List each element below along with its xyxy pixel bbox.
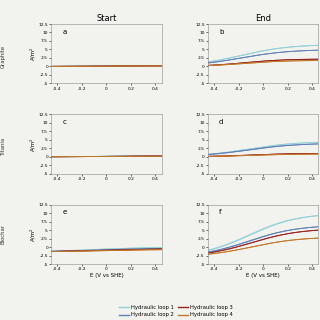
Text: Titania: Titania: [1, 137, 6, 155]
Text: Biochar: Biochar: [1, 224, 6, 244]
X-axis label: E (V vs SHE): E (V vs SHE): [90, 273, 123, 278]
Title: End: End: [255, 14, 271, 23]
Y-axis label: A/m²: A/m²: [30, 137, 36, 151]
Text: b: b: [219, 29, 223, 35]
Text: d: d: [219, 119, 223, 125]
Y-axis label: A/m²: A/m²: [30, 47, 36, 60]
Text: f: f: [219, 209, 221, 215]
Legend: Hydraulic loop 1, Hydraulic loop 2, Hydraulic loop 3, Hydraulic loop 4: Hydraulic loop 1, Hydraulic loop 2, Hydr…: [119, 305, 233, 317]
Y-axis label: A/m²: A/m²: [30, 228, 36, 241]
X-axis label: E (V vs SHE): E (V vs SHE): [246, 273, 280, 278]
Text: a: a: [62, 29, 67, 35]
Text: c: c: [62, 119, 66, 125]
Title: Start: Start: [96, 14, 116, 23]
Text: Graphite: Graphite: [1, 44, 6, 68]
Text: e: e: [62, 209, 67, 215]
